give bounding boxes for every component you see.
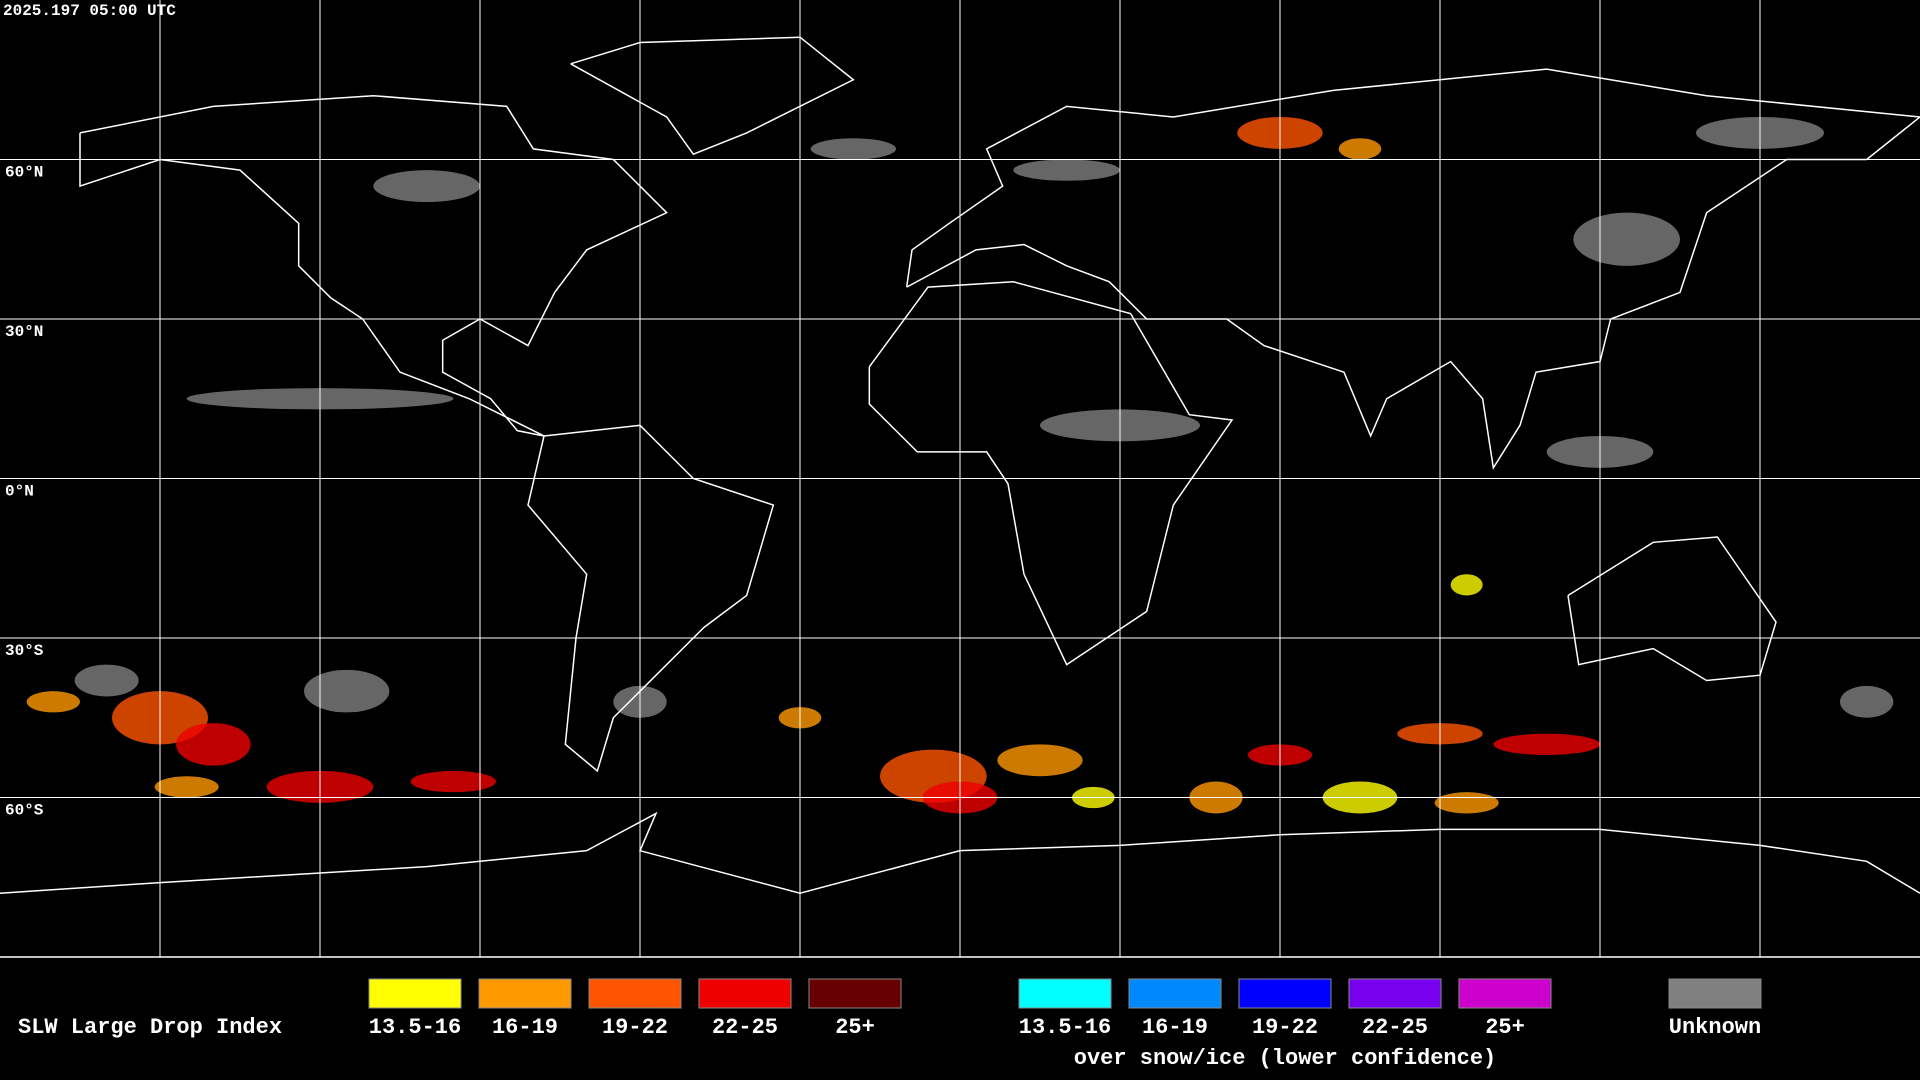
cloud-patch: [74, 664, 139, 697]
graticule: 60°N 30°N 0°N 30°S 60°S: [0, 0, 1920, 957]
latitude-label: 30°S: [5, 642, 44, 660]
legend-swatch: [698, 978, 792, 1009]
latitude-label: 60°S: [5, 802, 44, 820]
cloud-patch: [1338, 138, 1382, 160]
legend-swatch: [1238, 978, 1332, 1009]
cloud-patch: [1013, 159, 1120, 181]
legend-label: 22-25: [1362, 1015, 1428, 1040]
legend-label: 25+: [835, 1015, 875, 1040]
legend-swatch: [1458, 978, 1552, 1009]
legend-swatch: [808, 978, 902, 1009]
legend-swatch: [478, 978, 572, 1009]
legend-swatch: [1018, 978, 1112, 1009]
legend-swatch: [1348, 978, 1442, 1009]
legend-label: 13.5-16: [369, 1015, 461, 1040]
cloud-patch: [176, 723, 251, 766]
cloud-layer: [26, 116, 1894, 814]
cloud-patch: [373, 170, 480, 203]
legend-swatch: [1128, 978, 1222, 1009]
cloud-patch: [304, 669, 390, 713]
latitude-label: 30°N: [5, 323, 43, 341]
cloud-patch: [1434, 792, 1499, 814]
cloud-patch: [1573, 212, 1680, 266]
legend-caption: over snow/ice (lower confidence): [1074, 1046, 1496, 1071]
legend-label: 19-22: [602, 1015, 668, 1040]
legend-label: 25+: [1485, 1015, 1525, 1040]
legend-label: 16-19: [492, 1015, 558, 1040]
timestamp: 2025.197 05:00 UTC: [3, 2, 176, 20]
cloud-patch: [1450, 574, 1483, 596]
latitude-label: 60°N: [5, 164, 43, 182]
legend-label: Unknown: [1669, 1015, 1761, 1040]
cloud-patch: [810, 138, 896, 160]
coastline: [868, 281, 1234, 666]
coastline: [527, 424, 775, 773]
legend-swatch: [368, 978, 462, 1009]
cloud-patch: [1493, 733, 1600, 755]
legend-label: 13.5-16: [1019, 1015, 1111, 1040]
legend-label: 16-19: [1142, 1015, 1208, 1040]
legend: SLW Large Drop Index 13.5-16 16-19 19-22 22-…: [18, 978, 1762, 1071]
cloud-patch: [1840, 685, 1894, 718]
legend-label: 19-22: [1252, 1015, 1318, 1040]
cloud-patch: [26, 691, 81, 713]
cloud-patch: [154, 776, 219, 798]
legend-title: SLW Large Drop Index: [18, 1015, 282, 1040]
latitude-label: 0°N: [5, 483, 34, 501]
legend-label: 22-25: [712, 1015, 778, 1040]
legend-swatch: [1668, 978, 1762, 1009]
coastline: [79, 94, 668, 437]
cloud-patch: [997, 744, 1083, 777]
cloud-patch: [410, 770, 497, 793]
legend-swatch: [588, 978, 682, 1009]
